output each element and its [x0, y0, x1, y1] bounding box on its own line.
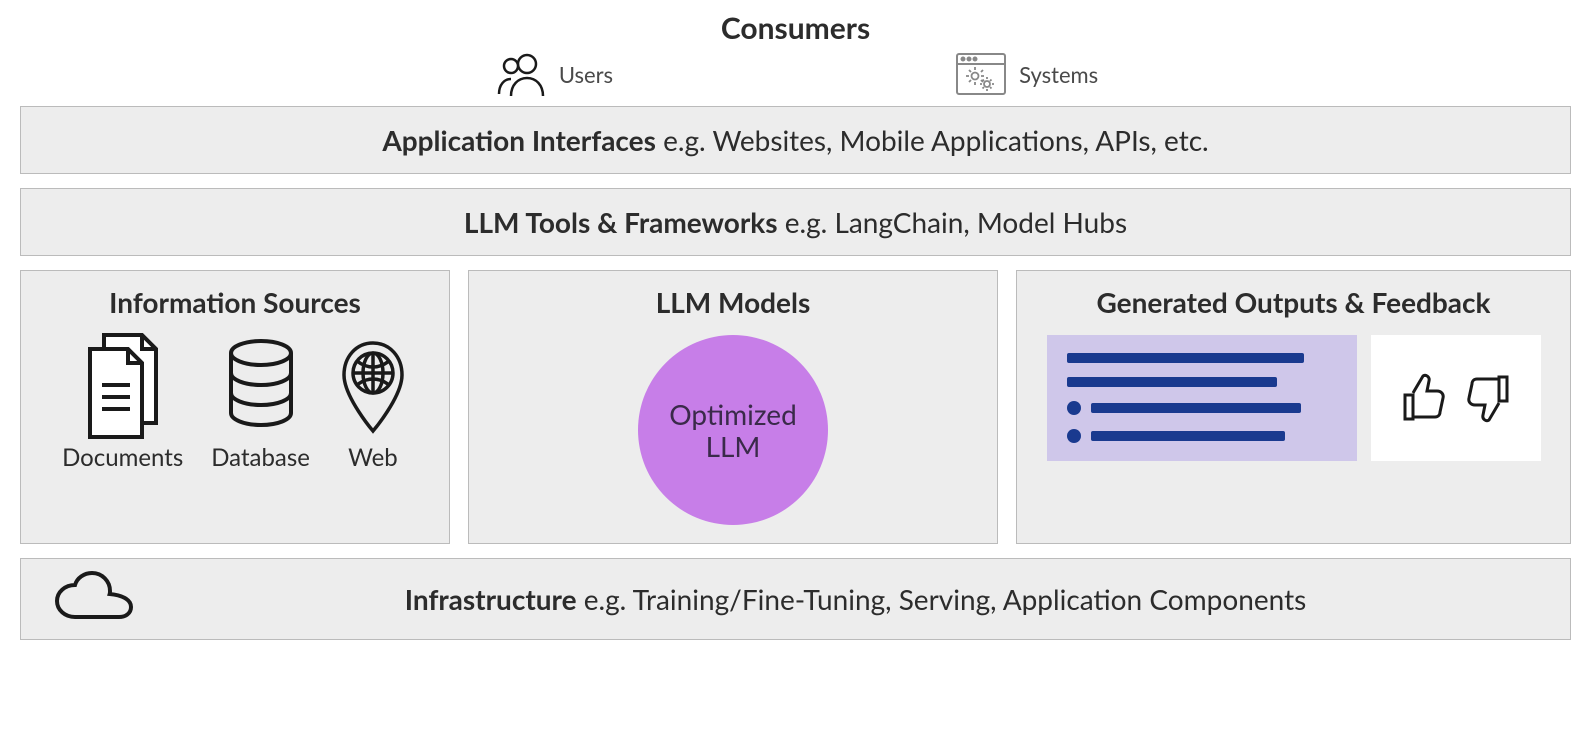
systems-icon	[953, 50, 1009, 98]
bullet-dot	[1067, 429, 1081, 443]
layer-llm-tools-rest: e.g. LangChain, Model Hubs	[778, 205, 1128, 239]
llm-circle-line2: LLM	[706, 430, 761, 462]
infrastructure-bold: Infrastructure	[405, 582, 577, 616]
infrastructure-rest: e.g. Training/Fine-Tuning, Serving, Appl…	[577, 582, 1307, 616]
web-label: Web	[348, 443, 398, 472]
optimized-llm-circle: Optimized LLM	[638, 335, 828, 525]
layer-llm-tools-text: LLM Tools & Frameworks e.g. LangChain, M…	[464, 205, 1127, 239]
output-line	[1091, 431, 1285, 441]
outputs-row	[1035, 335, 1552, 461]
consumers-title: Consumers	[20, 10, 1571, 46]
info-sources-icons: Documents Database	[39, 329, 431, 472]
database-label: Database	[211, 443, 310, 472]
layer-llm-tools: LLM Tools & Frameworks e.g. LangChain, M…	[20, 188, 1571, 256]
layer-app-interfaces-rest: e.g. Websites, Mobile Applications, APIs…	[656, 123, 1209, 157]
layer-app-interfaces: Application Interfaces e.g. Websites, Mo…	[20, 106, 1571, 174]
documents-icon	[78, 329, 168, 439]
consumer-users: Users	[493, 50, 613, 98]
systems-label: Systems	[1019, 61, 1098, 88]
layer-infrastructure: Infrastructure e.g. Training/Fine-Tuning…	[20, 558, 1571, 640]
output-bullet-row	[1067, 429, 1337, 443]
output-line	[1091, 403, 1302, 413]
col-llm-models: LLM Models Optimized LLM	[468, 270, 998, 544]
three-column-row: Information Sources Documents	[20, 270, 1571, 544]
generated-output-panel	[1047, 335, 1357, 461]
thumbs-down-icon	[1459, 369, 1517, 427]
feedback-panel	[1371, 335, 1541, 461]
users-icon	[493, 50, 549, 98]
consumer-systems: Systems	[953, 50, 1098, 98]
llm-models-title: LLM Models	[656, 285, 811, 319]
database-icon	[221, 339, 301, 439]
consumers-section: Consumers Users	[20, 10, 1571, 98]
documents-label: Documents	[62, 443, 183, 472]
layer-llm-tools-bold: LLM Tools & Frameworks	[464, 205, 778, 239]
col-outputs-feedback: Generated Outputs & Feedback	[1016, 270, 1571, 544]
cloud-icon	[51, 569, 141, 629]
web-icon	[338, 339, 408, 439]
layer-app-interfaces-bold: Application Interfaces	[382, 123, 656, 157]
info-database: Database	[211, 339, 310, 472]
outputs-title: Generated Outputs & Feedback	[1097, 285, 1491, 319]
output-line	[1067, 353, 1305, 363]
info-sources-title: Information Sources	[109, 285, 361, 319]
infrastructure-text: Infrastructure e.g. Training/Fine-Tuning…	[171, 582, 1540, 616]
thumbs-up-icon	[1395, 369, 1453, 427]
llm-circle-line1: Optimized	[669, 398, 797, 430]
users-label: Users	[559, 61, 613, 88]
bullet-dot	[1067, 401, 1081, 415]
output-line	[1067, 377, 1278, 387]
consumers-items: Users Systems	[20, 50, 1571, 98]
output-bullet-row	[1067, 401, 1337, 415]
col-information-sources: Information Sources Documents	[20, 270, 450, 544]
info-documents: Documents	[62, 329, 183, 472]
layer-app-interfaces-text: Application Interfaces e.g. Websites, Mo…	[382, 123, 1208, 157]
info-web: Web	[338, 339, 408, 472]
